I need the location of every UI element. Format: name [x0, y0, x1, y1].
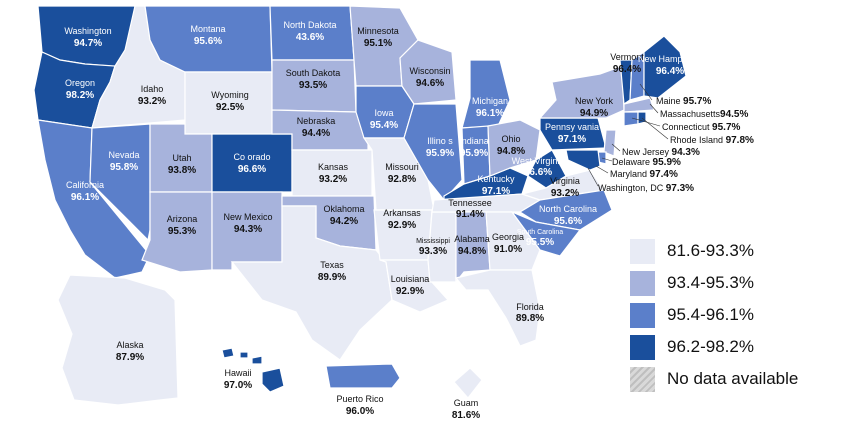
- state-colorado[interactable]: [211, 133, 293, 193]
- label-arizona: Arizona 95.3%: [167, 214, 198, 237]
- map-legend: 81.6-93.3% 93.4-95.3% 95.4-96.1% 96.2-98…: [630, 235, 850, 395]
- state-hawaii[interactable]: [221, 347, 285, 393]
- state-maine[interactable]: [643, 35, 687, 99]
- label-new-jersey: New Jersey: [622, 147, 670, 157]
- label-georgia: Georgia 91.0%: [492, 232, 524, 255]
- state-alaska[interactable]: [57, 274, 179, 406]
- label-puerto-rico: Puerto Rico 96.0%: [336, 394, 383, 417]
- label-south-dakota: South Dakota 93.5%: [286, 68, 341, 91]
- label-kansas: Kansas 93.2%: [318, 162, 349, 185]
- label-connecticut: Connecticut: [662, 122, 710, 132]
- svg-text:Massachusetts94.5%: Massachusetts94.5%: [660, 109, 748, 120]
- svg-text:Rhode Island 97.8%: Rhode Island 97.8%: [670, 135, 754, 146]
- label-california: California 96.1%: [66, 180, 104, 203]
- label-oklahoma: Oklahoma 94.2%: [323, 204, 364, 227]
- legend-swatch-no-data: [630, 366, 655, 392]
- label-nebraska: Nebraska 94.4%: [297, 116, 336, 139]
- label-texas: Texas 89.9%: [318, 260, 346, 283]
- label-maryland: Maryland: [610, 169, 647, 179]
- legend-swatch: [630, 334, 655, 360]
- state-kansas[interactable]: [291, 149, 373, 197]
- legend-item: No data available: [630, 363, 850, 395]
- legend-swatch: [630, 270, 655, 296]
- label-washington-dc: Washington, DC: [598, 183, 664, 193]
- svg-text:Connecticut 95.7%: Connecticut 95.7%: [662, 122, 741, 133]
- label-mississippi: Mississippi 93.3%: [416, 238, 450, 257]
- label-new-york: New York 94.9%: [575, 96, 614, 119]
- legend-swatch: [630, 302, 655, 328]
- label-delaware: Delaware: [612, 157, 650, 167]
- label-rhode-island: Rhode Island: [670, 135, 723, 145]
- label-tennessee: Tennessee 91.4%: [448, 198, 492, 220]
- label-virginia: Virginia 93.2%: [550, 176, 580, 199]
- label-north-carolina: North Carolina 95.6%: [539, 204, 597, 227]
- label-florida: Florida 89.8%: [516, 302, 544, 324]
- state-alabama[interactable]: [455, 211, 491, 284]
- svg-text:Maryland 97.4%: Maryland 97.4%: [610, 169, 678, 180]
- legend-label: 96.2-98.2%: [667, 337, 754, 356]
- northeast-callouts: Maine 95.7% Massachusetts94.5% Connectic…: [587, 83, 754, 194]
- state-new-york[interactable]: [538, 65, 625, 119]
- label-south-carolina: South Carolina 95.5%: [517, 229, 563, 248]
- legend-swatch: [630, 238, 655, 264]
- label-washington: Washington 94.7%: [64, 26, 111, 49]
- label-wyoming: Wyoming 92.5%: [211, 90, 248, 113]
- label-idaho: Idaho 93.2%: [138, 84, 166, 107]
- state-maryland[interactable]: [565, 149, 601, 171]
- label-vermont: Vermont 96.4%: [610, 52, 644, 75]
- label-utah: Utah 93.8%: [168, 153, 196, 176]
- state-new-jersey[interactable]: [603, 129, 617, 157]
- svg-text:New Jersey 94.3%: New Jersey 94.3%: [622, 147, 700, 158]
- label-montana: Montana 95.6%: [190, 24, 225, 47]
- label-maine: New Hampshire 96.4%: [638, 54, 702, 77]
- label-oregon: Oregon 98.2%: [65, 78, 95, 101]
- label-illinois: Illino s 95.9%: [426, 136, 454, 159]
- state-massachusetts[interactable]: [623, 97, 655, 113]
- label-west-virginia: West Virginia 96.6%: [512, 156, 565, 178]
- label-minnesota: Minnesota 95.1%: [357, 26, 399, 49]
- label-alabama: Alabama 94.8%: [454, 234, 490, 257]
- label-michigan: Michigan 96.1%: [472, 96, 508, 119]
- label-colorado: Co orado 96.6%: [233, 152, 270, 175]
- state-wisconsin[interactable]: [399, 39, 457, 105]
- state-florida[interactable]: [454, 269, 541, 347]
- label-missouri: Missouri 92.8%: [385, 162, 419, 185]
- legend-label: 93.4-95.3%: [667, 273, 754, 292]
- legend-item: 96.2-98.2%: [630, 331, 850, 363]
- legend-label: 81.6-93.3%: [667, 241, 754, 260]
- label-north-dakota: North Dakota 43.6%: [283, 20, 336, 43]
- state-guam[interactable]: [453, 367, 483, 399]
- svg-text:Delaware 95.9%: Delaware 95.9%: [612, 157, 681, 168]
- label-new-mexico: New Mexico 94.3%: [223, 212, 272, 235]
- label-iowa: Iowa 95.4%: [370, 108, 398, 131]
- legend-item: 81.6-93.3%: [630, 235, 850, 267]
- label-new-hampshire: Maine: [656, 96, 681, 106]
- legend-item: 95.4-96.1%: [630, 299, 850, 331]
- label-guam: Guam 81.6%: [452, 398, 480, 421]
- legend-label: No data available: [667, 369, 799, 388]
- state-puerto-rico[interactable]: [325, 363, 401, 389]
- label-massachusetts: Massachusetts: [660, 109, 721, 119]
- svg-text:Maine 95.7%: Maine 95.7%: [656, 96, 711, 107]
- label-nevada: Nevada 95.8%: [108, 150, 139, 173]
- label-alaska: Alaska 87.9%: [116, 340, 144, 363]
- label-indiana: Indiana 95.9%: [459, 136, 489, 159]
- label-kentucky: Kentucky 97.1%: [477, 174, 515, 197]
- legend-item: 93.4-95.3%: [630, 267, 850, 299]
- label-arkansas: Arkansas 92.9%: [383, 208, 421, 231]
- label-wisconsin: Wisconsin 94.6%: [409, 66, 450, 89]
- legend-label: 95.4-96.1%: [667, 305, 754, 324]
- svg-text:Washington, DC 97.3%: Washington, DC 97.3%: [598, 183, 694, 194]
- state-nevada[interactable]: [89, 123, 151, 242]
- label-louisiana: Louisiana 92.9%: [391, 274, 430, 297]
- state-georgia[interactable]: [485, 211, 541, 271]
- label-hawaii: Hawaii 97.0%: [224, 368, 252, 391]
- label-pennsylvania: Pennsy vania 97.1%: [545, 122, 599, 145]
- state-south-carolina[interactable]: [510, 210, 582, 257]
- label-ohio: Ohio 94.8%: [497, 134, 525, 157]
